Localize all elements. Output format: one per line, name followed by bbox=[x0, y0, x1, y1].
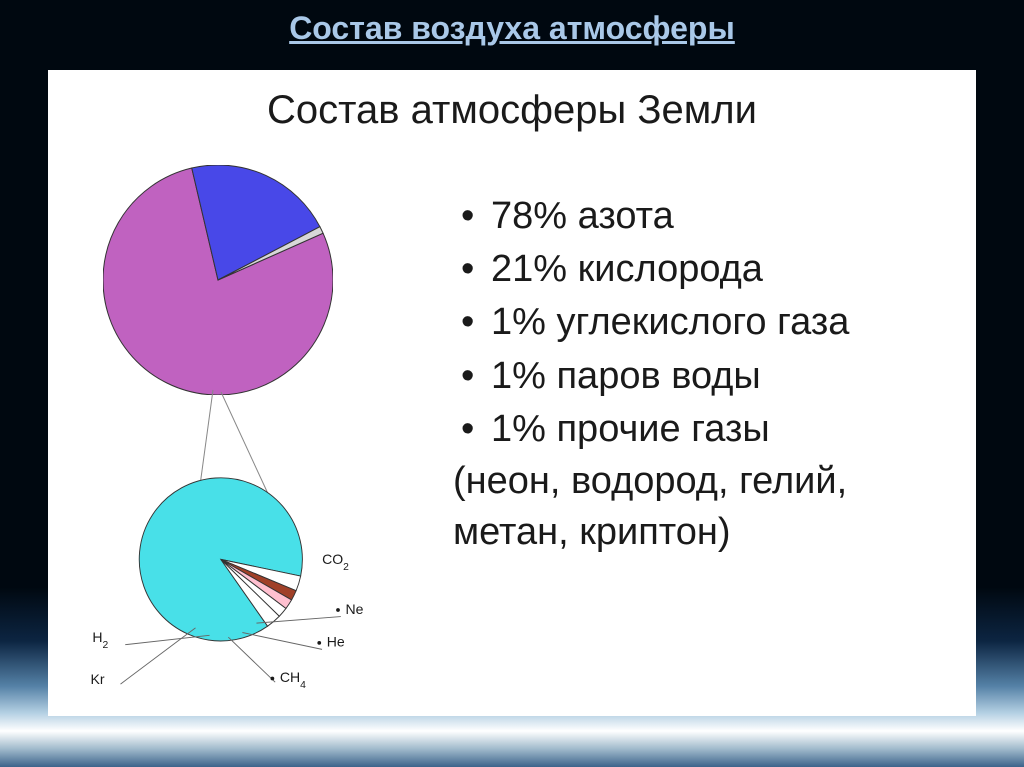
list-item: 1% паров воды bbox=[443, 350, 953, 403]
pie-slice-label: He bbox=[327, 634, 345, 650]
connector-line bbox=[228, 637, 275, 682]
list-sub-line: метан, криптон) bbox=[443, 507, 953, 558]
list-item: 21% кислорода bbox=[443, 243, 953, 296]
pie-chart-main: N2O2Ar bbox=[103, 165, 333, 395]
pie-slice-label: Kr bbox=[91, 671, 105, 687]
chart-title: Состав атмосферы Земли bbox=[48, 88, 976, 133]
list-item: 78% азота bbox=[443, 190, 953, 243]
page-title: Состав воздуха атмосферы bbox=[0, 10, 1024, 47]
pie-slice-label: CO2 bbox=[322, 551, 349, 573]
pie-slice-label: H2 bbox=[92, 629, 108, 651]
pie-slice-label: CH4 bbox=[280, 669, 306, 691]
composition-list: 78% азота21% кислорода1% углекислого газ… bbox=[443, 190, 953, 559]
pie-slice-label: Ne bbox=[346, 601, 364, 617]
list-item: 1% углекислого газа bbox=[443, 296, 953, 349]
list-sub-line: (неон, водород, гелий, bbox=[443, 456, 953, 507]
pie-chart-trace: CO2NeHeCH4H2Kr bbox=[143, 475, 318, 650]
content-panel: Состав атмосферы Земли N2O2Ar CO2NeHeCH4… bbox=[48, 70, 976, 716]
connector-line bbox=[125, 635, 209, 644]
connector-line bbox=[121, 628, 196, 684]
list-item: 1% прочие газы bbox=[443, 403, 953, 456]
connector-line bbox=[242, 633, 322, 650]
